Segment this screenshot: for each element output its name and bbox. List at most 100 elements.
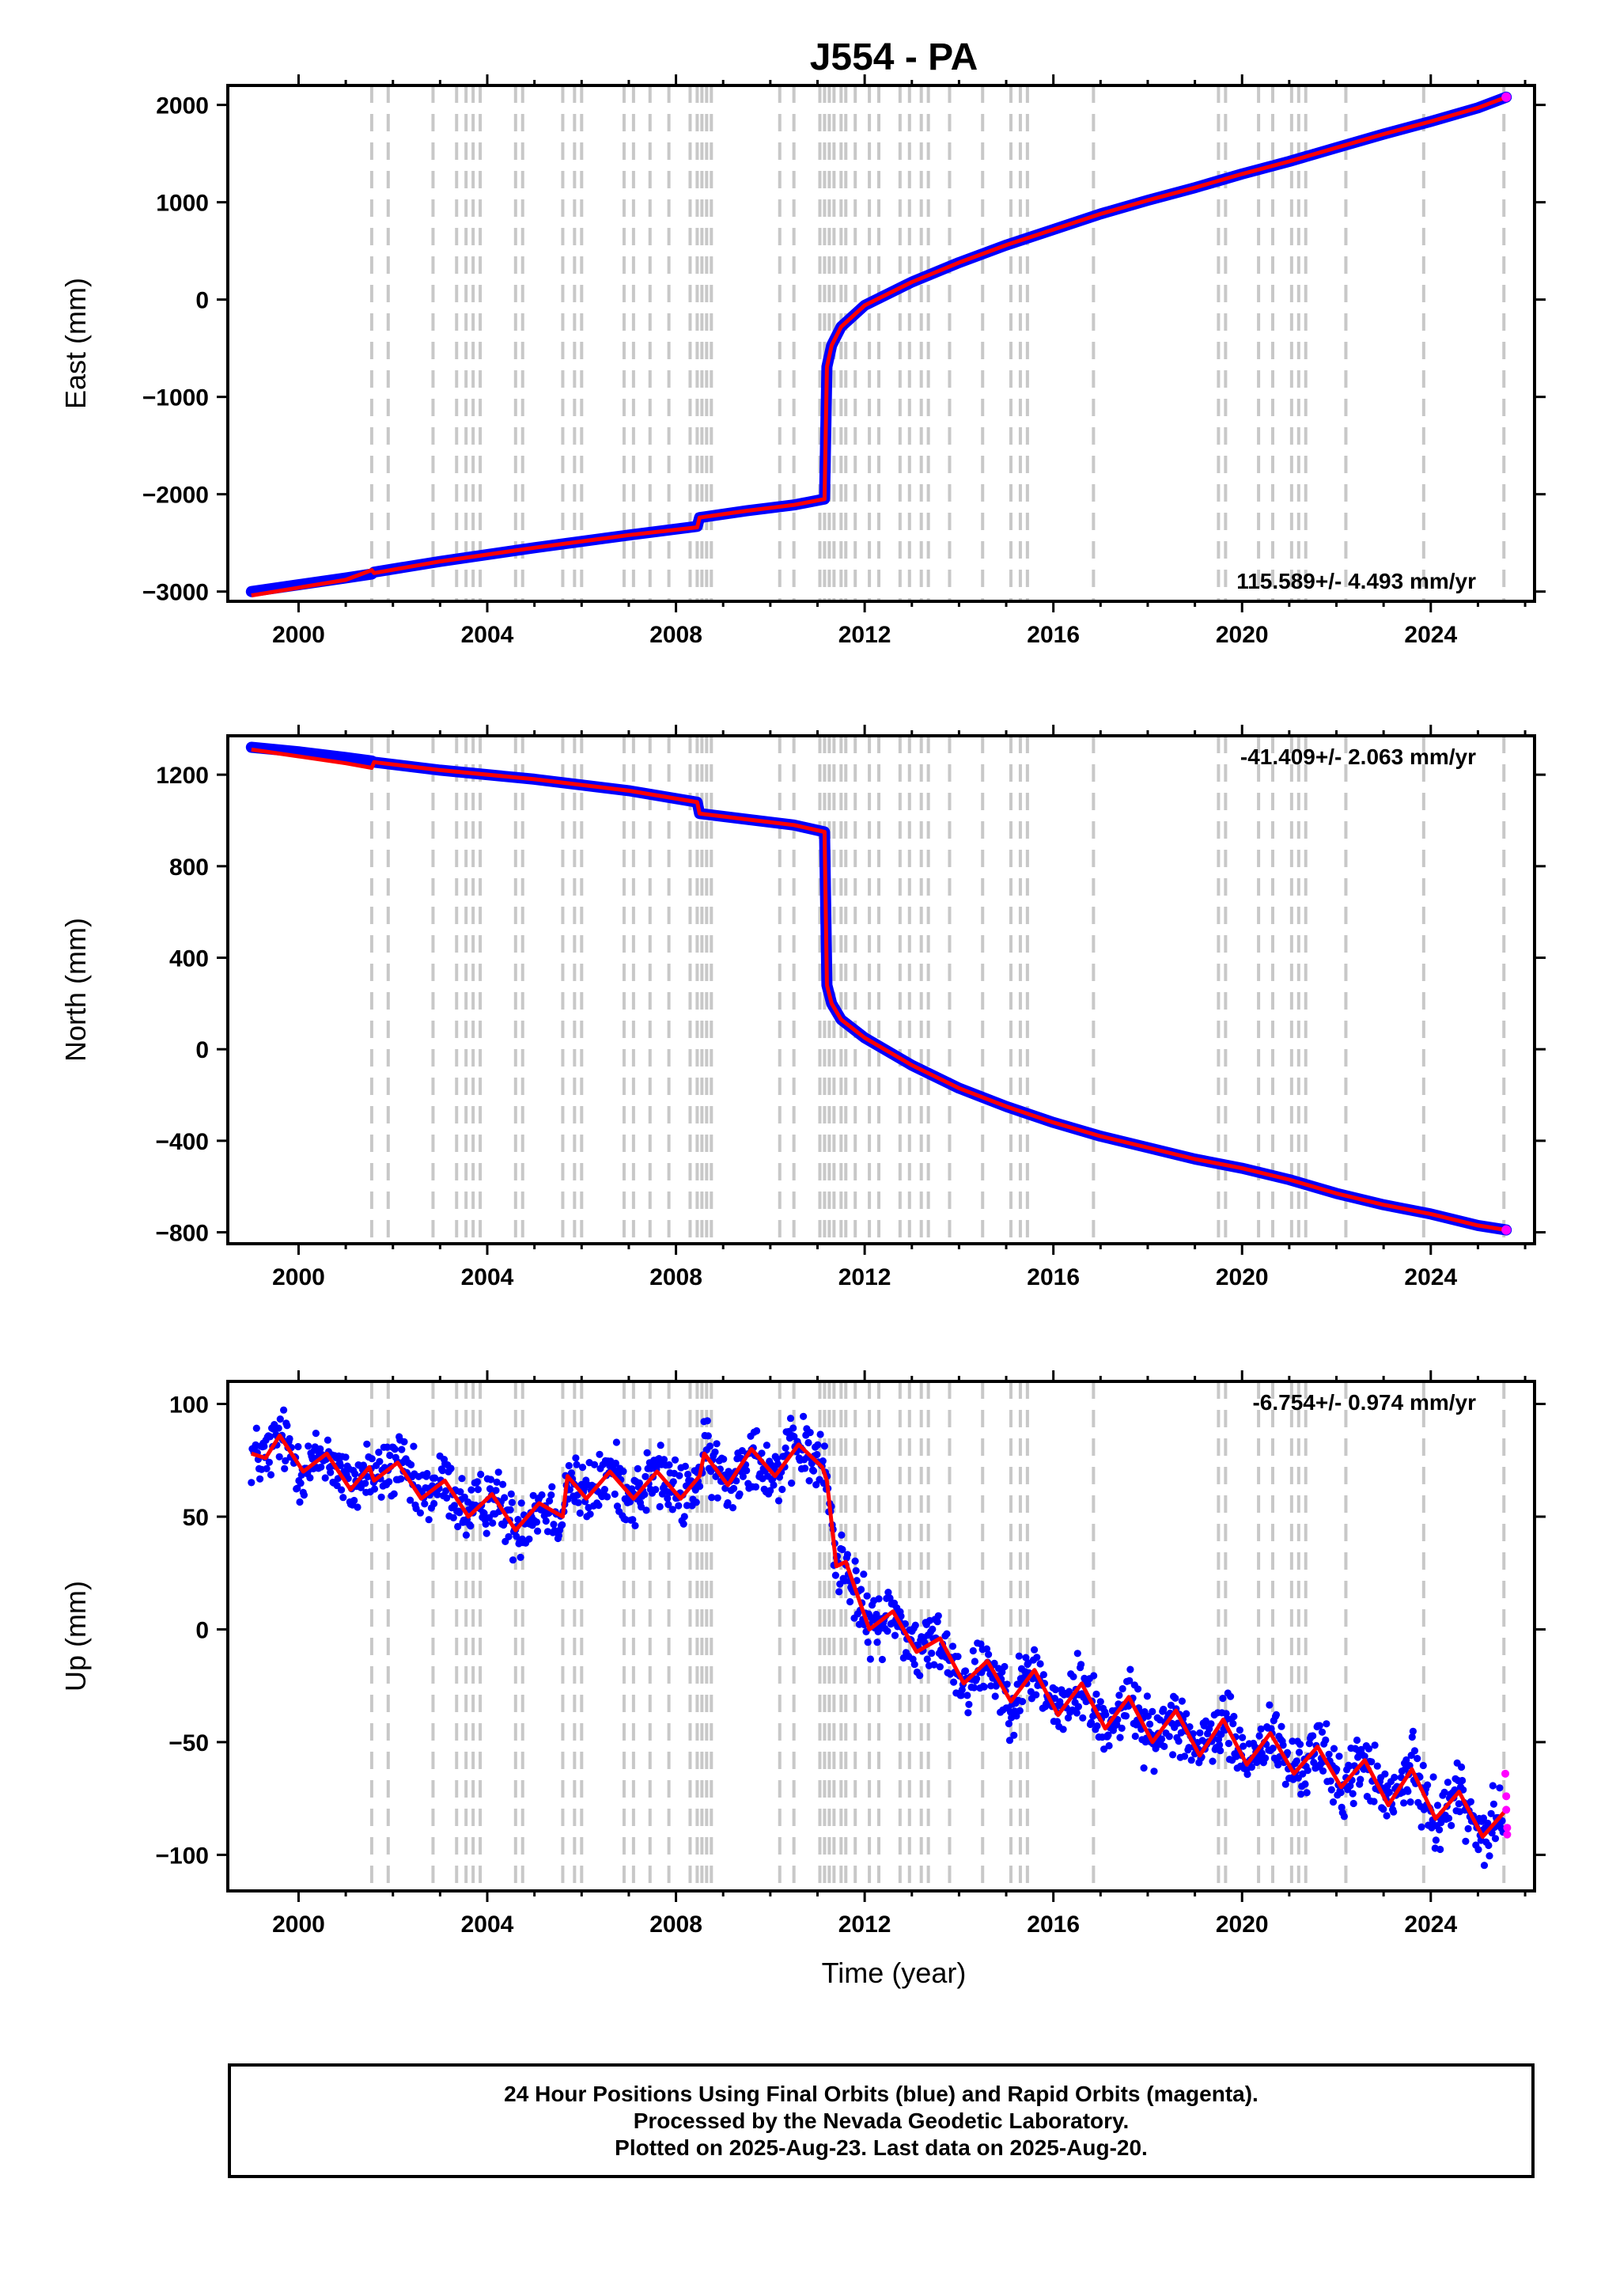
data-point [724, 1498, 732, 1507]
data-point [1303, 1789, 1311, 1797]
event-lines [369, 85, 1506, 601]
data-point [679, 1520, 687, 1528]
data-point [843, 1551, 851, 1559]
data-point [1104, 1731, 1112, 1739]
data-point [835, 1588, 843, 1596]
data-point [1486, 1852, 1493, 1860]
data-point [1474, 1846, 1482, 1854]
data-point [1096, 1698, 1104, 1706]
data-point [1383, 1812, 1391, 1820]
data-point [753, 1426, 761, 1435]
data-point [477, 1470, 485, 1479]
y-tick-label: 0 [195, 288, 209, 314]
data-point [886, 1594, 894, 1602]
data-point [450, 1502, 459, 1510]
data-point [1293, 1757, 1300, 1765]
data-point [280, 1406, 288, 1414]
data-point [1327, 1777, 1334, 1785]
data-point [1444, 1814, 1453, 1822]
x-tick-label: 2004 [461, 1264, 514, 1290]
data-point [321, 1474, 329, 1482]
x-tick-label: 2020 [1216, 1264, 1269, 1290]
data-point [676, 1472, 683, 1480]
data-point [928, 1650, 936, 1658]
data-point [819, 1457, 827, 1465]
data-point [274, 1424, 282, 1432]
data-point [1165, 1733, 1173, 1741]
data-point [878, 1655, 886, 1664]
data-point [1262, 1754, 1270, 1762]
data-point [482, 1520, 490, 1528]
data-point [1417, 1823, 1425, 1831]
data-point [1196, 1729, 1204, 1737]
rapid-orbit-point [1501, 1225, 1512, 1235]
data-point [1236, 1726, 1243, 1734]
data-point [1089, 1712, 1097, 1720]
x-tick-label: 2008 [649, 1911, 702, 1938]
data-point [1005, 1720, 1012, 1728]
data-point [664, 1495, 672, 1502]
panel-up: 2000 2004 2008 2012 2016 2020 2024 −100 −50 0 50 10… [59, 1370, 1546, 1938]
data-point [486, 1476, 495, 1483]
data-point [454, 1522, 462, 1531]
data-point [808, 1460, 816, 1468]
data-point [1150, 1767, 1158, 1775]
data-point [385, 1478, 393, 1486]
data-point [483, 1529, 490, 1537]
plot-area [245, 91, 1512, 598]
data-point [631, 1521, 639, 1529]
data-point [590, 1461, 599, 1468]
data-point [1297, 1790, 1305, 1798]
data-point [1013, 1680, 1021, 1688]
data-point [1227, 1692, 1235, 1700]
x-tick-label: 2008 [649, 622, 702, 648]
data-point [936, 1663, 944, 1671]
data-point [1010, 1731, 1018, 1739]
data-point [433, 1491, 441, 1498]
rapid-orbit-point [1503, 1830, 1512, 1839]
data-point [1255, 1732, 1263, 1740]
data-point [312, 1430, 320, 1438]
data-point [675, 1502, 683, 1510]
data-point [565, 1461, 573, 1470]
data-point [1496, 1784, 1504, 1792]
data-point [739, 1472, 748, 1480]
data-point [720, 1455, 728, 1463]
data-point [425, 1516, 433, 1524]
data-point [1432, 1836, 1440, 1844]
data-point [1373, 1762, 1381, 1770]
data-point [1458, 1763, 1466, 1771]
data-point [1408, 1733, 1416, 1741]
data-point [572, 1454, 580, 1462]
y-tick-label: −50 [168, 1730, 209, 1756]
data-point [751, 1483, 760, 1491]
data-point [782, 1444, 789, 1452]
data-point [370, 1485, 379, 1493]
data-point [973, 1675, 981, 1683]
data-point [1005, 1737, 1014, 1745]
data-point [542, 1517, 550, 1525]
y-tick-label: 1200 [156, 763, 209, 789]
data-point [506, 1506, 514, 1514]
data-point [1269, 1745, 1277, 1752]
data-point [873, 1639, 881, 1646]
data-point [1229, 1720, 1237, 1728]
data-point [684, 1470, 692, 1479]
data-point [1090, 1672, 1098, 1680]
data-point [281, 1464, 289, 1472]
data-point [934, 1612, 942, 1620]
x-tick-label: 2012 [838, 622, 891, 648]
data-point [1289, 1737, 1296, 1745]
data-point [708, 1494, 716, 1502]
data-point [467, 1522, 475, 1530]
data-point [493, 1478, 501, 1486]
x-tick-label: 2004 [461, 622, 514, 648]
data-point [1448, 1821, 1455, 1829]
data-point [517, 1499, 525, 1507]
x-tick-label: 2000 [272, 1264, 325, 1290]
data-point [1391, 1773, 1399, 1782]
data-point [1105, 1741, 1113, 1750]
data-point [1207, 1720, 1215, 1728]
data-point [1410, 1747, 1419, 1755]
data-point [514, 1516, 522, 1524]
